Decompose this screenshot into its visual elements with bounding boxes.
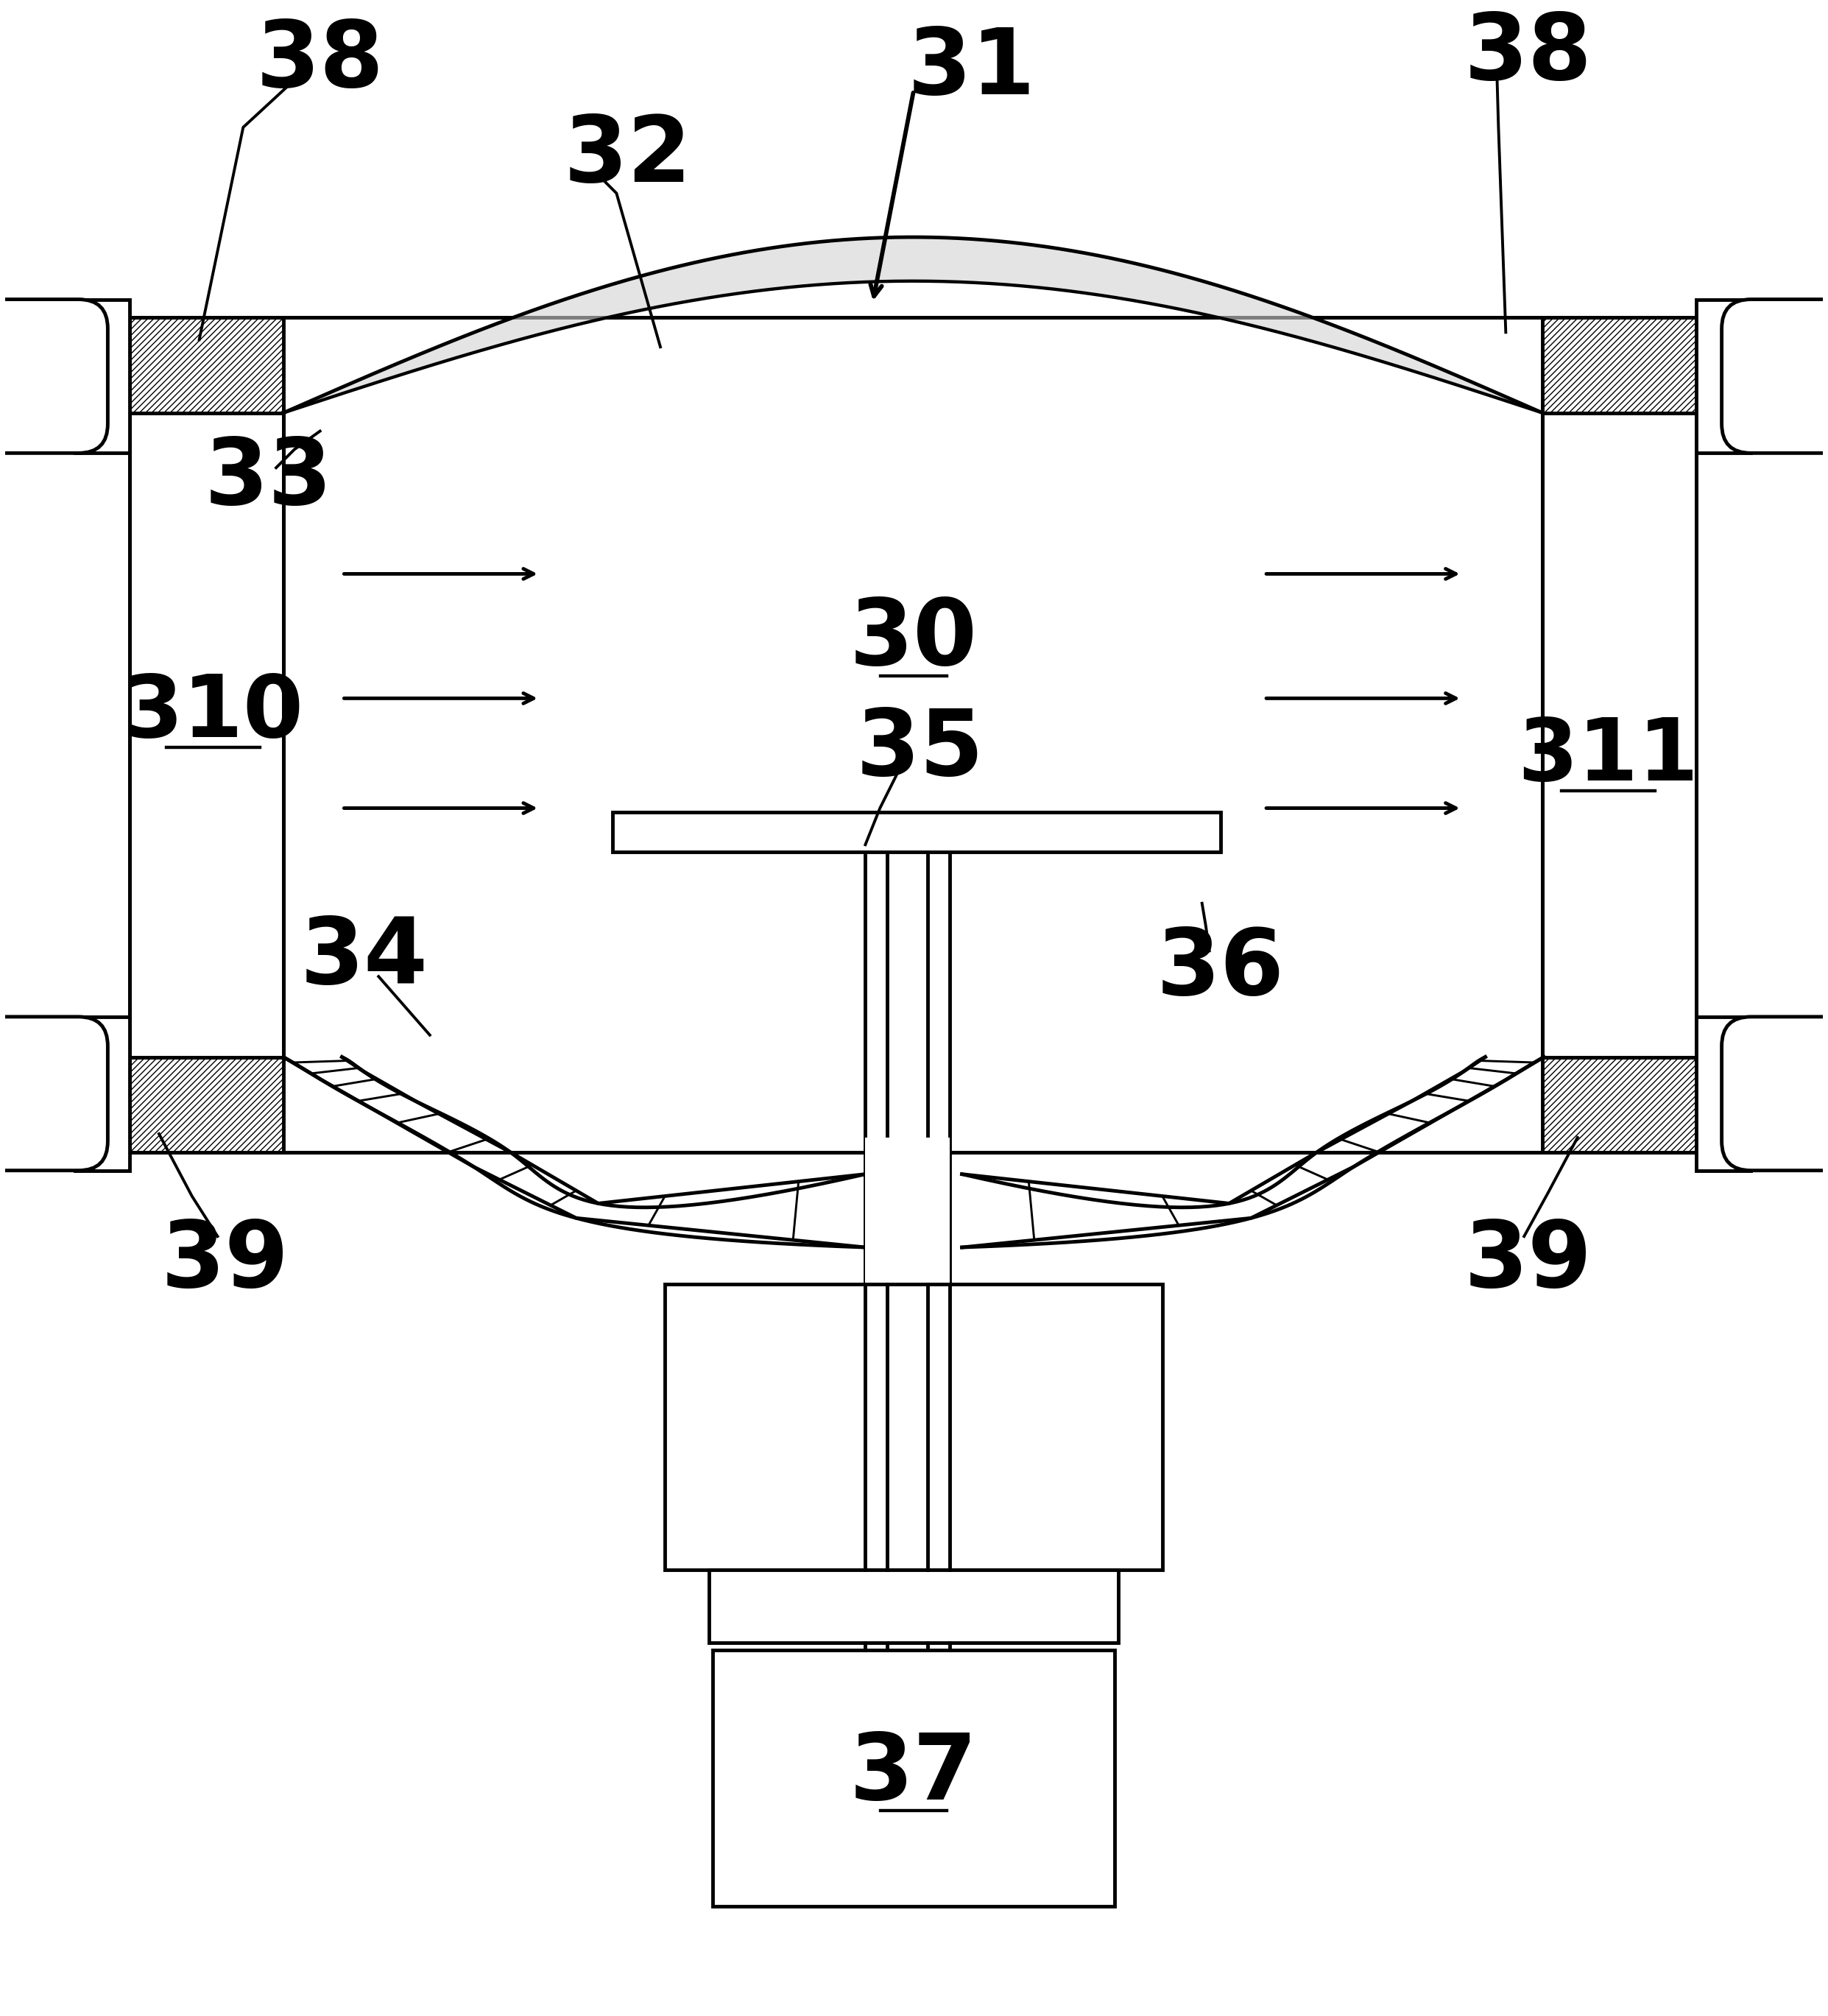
Bar [130,319,283,413]
Text: 37: 37 [850,1730,978,1818]
Bar [75,1016,130,1171]
Bar [130,319,1696,1153]
Text: 35: 35 [856,706,983,794]
Bar [75,298,130,454]
Bar [1696,298,1751,454]
Text: 33: 33 [205,433,333,524]
Bar [1543,1056,1696,1153]
Text: 34: 34 [300,913,428,1002]
Bar [612,812,1221,853]
FancyBboxPatch shape [1722,298,1828,454]
Text: 36: 36 [1157,925,1285,1014]
Bar [665,1284,1163,1568]
Text: 32: 32 [563,113,691,202]
Bar [1543,319,1696,413]
Text: 38: 38 [1464,10,1592,99]
Bar [1543,413,1696,1056]
Text: 310: 310 [122,671,303,756]
FancyBboxPatch shape [0,298,108,454]
Bar [713,1649,1115,1907]
Bar [130,1056,283,1153]
Bar [130,413,283,1056]
Bar [1696,1034,1810,1153]
Text: 39: 39 [161,1218,289,1306]
Bar [1696,319,1810,435]
Bar [1696,1016,1751,1171]
Bar [709,1568,1119,1643]
Text: 38: 38 [256,16,384,107]
Text: 31: 31 [907,24,1035,113]
FancyBboxPatch shape [0,1016,108,1171]
Text: 39: 39 [1464,1218,1592,1306]
Bar [16,319,130,435]
FancyBboxPatch shape [1722,1016,1828,1171]
Text: 30: 30 [850,595,978,683]
Bar [865,1137,949,1643]
Text: 311: 311 [1517,714,1698,798]
Bar [16,1034,130,1153]
